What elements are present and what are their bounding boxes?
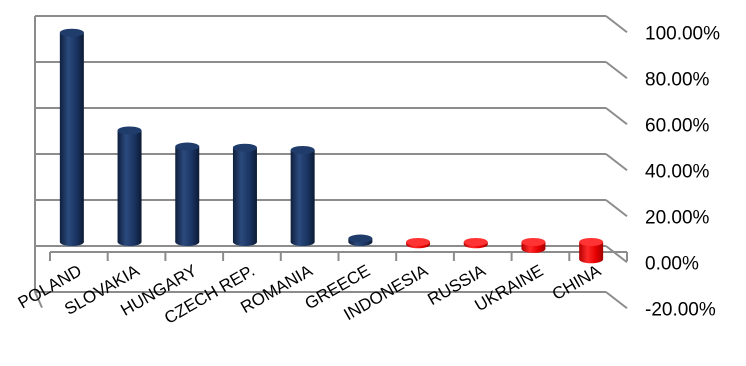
bar-top-cap xyxy=(521,238,546,246)
gridline-depth xyxy=(605,61,628,80)
bar-ukraine xyxy=(521,238,546,253)
bar-poland xyxy=(59,28,84,246)
bar-romania xyxy=(290,146,315,246)
y-tick-label: 0.00% xyxy=(645,253,699,274)
gridline-depth xyxy=(605,199,628,218)
bar-top-cap xyxy=(348,234,373,243)
gridline-depth xyxy=(605,153,628,172)
y-tick-label: 60.00% xyxy=(645,115,710,136)
bars xyxy=(59,28,604,264)
bar-top-cap xyxy=(290,146,315,154)
bar-china xyxy=(579,238,604,264)
bar-bottom-cap xyxy=(232,238,257,246)
bar-indonesia xyxy=(406,238,431,249)
bar-bottom-cap xyxy=(117,238,142,246)
bar-czech-rep xyxy=(232,143,257,246)
bar-bottom-cap xyxy=(59,238,84,246)
bar-body xyxy=(117,130,142,242)
bar-bottom-cap xyxy=(290,238,315,246)
gridlines xyxy=(34,15,628,310)
y-tick-label: 40.00% xyxy=(645,161,710,182)
y-axis-ticks: 100.00% 80.00% 60.00% 40.00% 20.00% 0.00% -20.… xyxy=(645,23,720,320)
bar-russia xyxy=(463,238,488,249)
bar-top-cap xyxy=(579,238,604,246)
gridline-depth xyxy=(605,245,628,264)
x-tick-label: CHINA xyxy=(549,261,605,304)
bar-top-cap xyxy=(406,238,431,246)
bar-hungary xyxy=(175,142,200,246)
bar-body xyxy=(59,32,84,243)
bar-top-cap xyxy=(232,143,257,152)
bar-slovakia xyxy=(117,126,142,246)
y-tick-label: 80.00% xyxy=(645,69,710,90)
bar-bottom-cap xyxy=(579,255,604,264)
bar-top-cap xyxy=(117,126,142,135)
bar-body xyxy=(579,242,604,260)
bar-bottom-cap xyxy=(175,238,200,246)
gridline-depth xyxy=(605,107,628,126)
bar-body xyxy=(290,150,315,242)
gridline-depth xyxy=(605,291,628,310)
y-tick-label: 20.00% xyxy=(645,207,710,228)
bar-body xyxy=(232,147,257,242)
bar-top-cap xyxy=(463,238,488,246)
floor-edge xyxy=(34,291,43,309)
bar-top-cap xyxy=(59,28,84,37)
bar-body xyxy=(175,146,200,242)
bar-greece xyxy=(348,234,373,246)
y-tick-label: -20.00% xyxy=(645,299,716,320)
gridline-depth xyxy=(605,15,628,34)
bar-top-cap xyxy=(175,142,200,151)
bar-bottom-cap xyxy=(521,244,546,253)
y-tick-label: 100.00% xyxy=(645,23,720,44)
